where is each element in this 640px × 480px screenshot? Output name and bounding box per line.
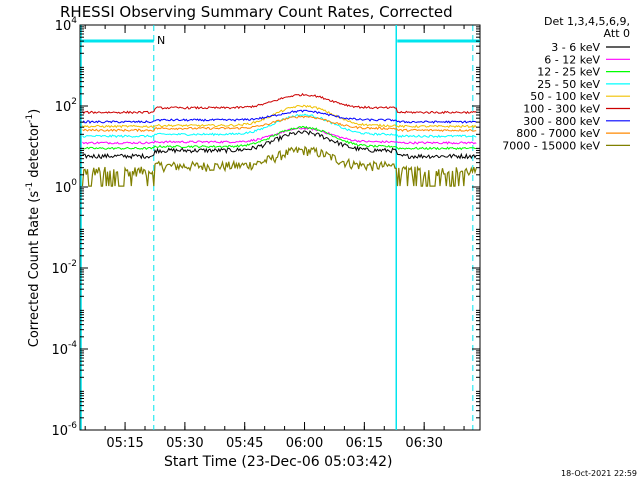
x-tick-label-3: 06:00 [286, 436, 323, 451]
footer-timestamp: 18-Oct-2021 22:59 [561, 469, 637, 478]
y-tick-label-4: 102 [55, 97, 77, 115]
y-tick-label-2: 10-2 [51, 259, 77, 277]
y-axis-label-mid: detector [27, 122, 42, 182]
observing-bands [80, 25, 480, 430]
x-tick-label-0: 05:15 [106, 436, 143, 451]
y-tick-label-0: 10-6 [51, 421, 77, 439]
y-axis-label: Corrected Count Rate (s-1 detector-1) [25, 109, 42, 347]
y-tick-label-3: 100 [55, 178, 78, 196]
legend-header-1: Det 1,3,4,5,6,9, [544, 15, 630, 28]
series-line-4 [82, 104, 477, 129]
y-axis-label-end: ) [27, 109, 42, 114]
legend-label-3: 25 - 50 keV [537, 78, 600, 91]
plot-frame [79, 24, 481, 431]
legend-label-1: 6 - 12 keV [544, 53, 600, 66]
legend-label-8: 7000 - 15000 keV [502, 139, 600, 152]
series-line-6 [82, 109, 477, 124]
legend-label-2: 12 - 25 keV [537, 66, 600, 79]
series-line-5 [82, 92, 477, 115]
series-line-7 [82, 115, 477, 133]
y-axis-ticks: 10-6 10-4 10-2 100 102 104 [51, 16, 480, 439]
y-axis-label-sup2: -1 [25, 114, 35, 123]
x-axis-label: Start Time (23-Dec-06 05:03:42) [164, 454, 392, 470]
chart-title: RHESSI Observing Summary Count Rates, Co… [60, 3, 453, 21]
x-axis-ticks: 05:15 05:30 05:45 06:00 06:15 06:30 [84, 25, 465, 451]
x-tick-label-4: 06:15 [346, 436, 383, 451]
y-tick-label-1: 10-4 [51, 340, 77, 358]
legend-header-2: Att 0 [604, 27, 630, 40]
series-lines [81, 92, 477, 187]
x-tick-label-5: 06:30 [405, 436, 442, 451]
series-line-2 [82, 125, 477, 151]
x-tick-label-1: 05:30 [166, 436, 203, 451]
y-axis-label-main: Corrected Count Rate (s [27, 191, 42, 348]
legend-label-7: 800 - 7000 keV [516, 127, 600, 140]
series-line-0 [82, 130, 477, 160]
legend-label-5: 100 - 300 keV [523, 103, 600, 116]
legend-label-6: 300 - 800 keV [523, 115, 600, 128]
series-line-8 [81, 145, 477, 187]
x-tick-label-2: 05:45 [226, 436, 263, 451]
y-axis-label-sup1: -1 [25, 182, 35, 191]
legend-label-0: 3 - 6 keV [551, 41, 600, 54]
y-tick-label-5: 104 [55, 16, 78, 34]
n-marker-label: N [157, 34, 165, 47]
legend-label-4: 50 - 100 keV [530, 90, 600, 103]
series-line-1 [82, 127, 477, 145]
